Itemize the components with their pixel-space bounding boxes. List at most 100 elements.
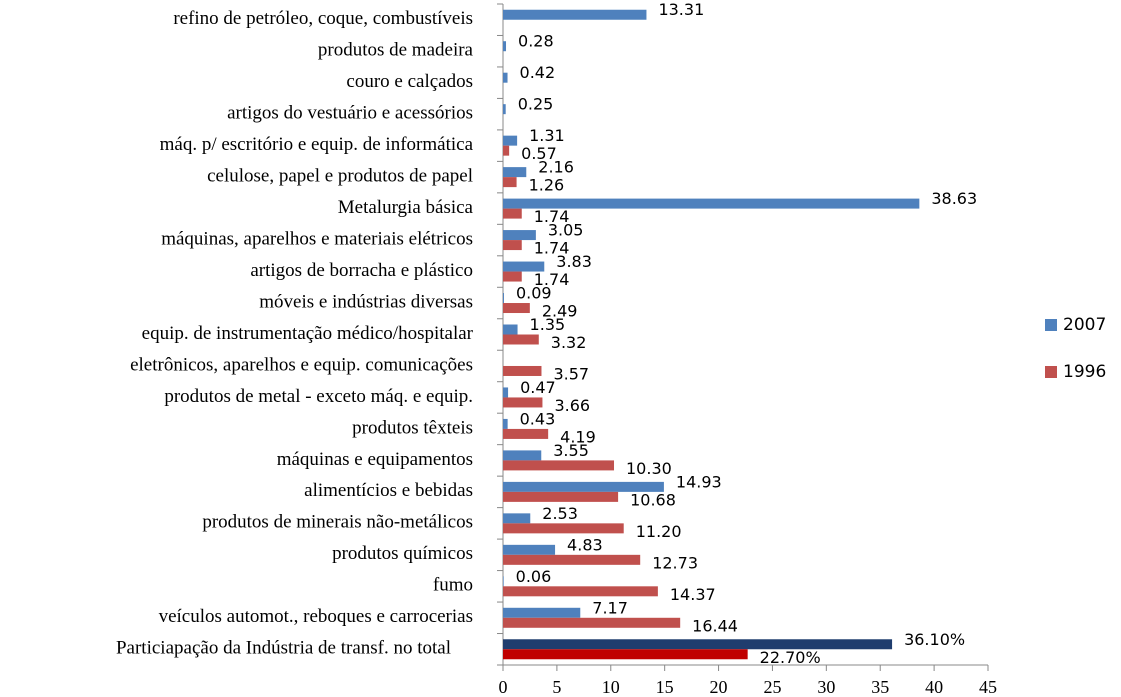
category-label: artigos de borracha e plástico bbox=[250, 260, 473, 281]
category-label: refino de petróleo, coque, combustíveis bbox=[173, 8, 473, 29]
value-label: 3.66 bbox=[554, 396, 590, 415]
bar bbox=[503, 576, 504, 587]
x-tick-label: 45 bbox=[979, 677, 997, 697]
bar bbox=[503, 334, 539, 345]
value-label: 38.63 bbox=[931, 189, 977, 208]
value-label: 22.70% bbox=[760, 648, 821, 667]
x-tick-label: 35 bbox=[871, 677, 889, 697]
bar bbox=[503, 240, 522, 251]
category-label: artigos do vestuário e acessórios bbox=[227, 103, 473, 124]
category-label: eletrônicos, aparelhos e equip. comunica… bbox=[130, 354, 473, 375]
category-label: produtos de metal - exceto máq. e equip. bbox=[164, 386, 473, 407]
category-label: couro e calçados bbox=[346, 71, 473, 92]
bar bbox=[503, 513, 531, 524]
value-label: 1.74 bbox=[534, 270, 570, 289]
value-label: 10.30 bbox=[626, 459, 672, 478]
value-label: 4.19 bbox=[560, 427, 596, 446]
value-label: 2.16 bbox=[538, 158, 574, 177]
value-label: 0.09 bbox=[516, 284, 552, 303]
x-tick-label: 5 bbox=[552, 677, 561, 697]
bar bbox=[503, 293, 504, 304]
value-label: 0.06 bbox=[516, 567, 552, 586]
x-tick-label: 30 bbox=[817, 677, 835, 697]
value-label: 14.37 bbox=[670, 585, 716, 604]
category-label: produtos de madeira bbox=[318, 40, 474, 61]
category-label: produtos têxteis bbox=[352, 417, 473, 438]
value-label: 11.20 bbox=[636, 522, 682, 541]
value-label: 1.74 bbox=[534, 207, 570, 226]
category-label: máq. p/ escritório e equip. de informáti… bbox=[160, 134, 474, 155]
value-label: 0.57 bbox=[521, 144, 557, 163]
bar bbox=[503, 208, 522, 219]
bar bbox=[503, 418, 508, 429]
bar bbox=[503, 104, 506, 115]
value-label: 1.74 bbox=[534, 239, 570, 258]
bar bbox=[503, 135, 518, 146]
value-label: 1.26 bbox=[529, 176, 565, 195]
x-tick-label: 0 bbox=[499, 677, 508, 697]
value-label: 2.53 bbox=[542, 504, 578, 523]
category-label: fumo bbox=[433, 575, 473, 596]
value-label: 36.10% bbox=[904, 630, 965, 649]
value-label: 3.05 bbox=[548, 221, 584, 240]
bar bbox=[503, 428, 549, 439]
x-tick-label: 10 bbox=[602, 677, 620, 697]
category-label: celulose, papel e produtos de papel bbox=[207, 165, 473, 186]
category-label: equip. de instrumentação médico/hospital… bbox=[142, 323, 474, 344]
bar bbox=[503, 365, 542, 376]
x-tick-label: 25 bbox=[763, 677, 781, 697]
x-tick-label: 40 bbox=[925, 677, 943, 697]
legend-label: 1996 bbox=[1063, 362, 1106, 382]
value-label: 0.43 bbox=[520, 409, 556, 428]
value-label: 3.57 bbox=[553, 364, 589, 383]
bar bbox=[503, 261, 545, 272]
bar bbox=[503, 554, 641, 565]
bar bbox=[503, 324, 518, 335]
x-tick-label: 15 bbox=[656, 677, 674, 697]
category-label: produtos químicos bbox=[332, 543, 473, 564]
category-label: máquinas e equipamentos bbox=[277, 449, 473, 470]
value-label: 12.73 bbox=[652, 553, 698, 572]
bar bbox=[503, 639, 893, 650]
bar bbox=[503, 544, 556, 555]
bar bbox=[503, 607, 581, 618]
value-label: 2.49 bbox=[542, 302, 578, 321]
category-label: Particiapação da Indústria de transf. no… bbox=[116, 638, 451, 659]
value-label: 1.31 bbox=[529, 126, 565, 145]
bar bbox=[503, 397, 543, 408]
bar bbox=[503, 145, 510, 156]
bar bbox=[503, 271, 522, 282]
value-label: 7.17 bbox=[592, 598, 628, 617]
value-label: 0.47 bbox=[520, 378, 556, 397]
value-label: 14.93 bbox=[676, 472, 722, 491]
bar bbox=[503, 230, 536, 241]
value-label: 0.28 bbox=[518, 32, 554, 51]
bar bbox=[503, 450, 542, 461]
bar bbox=[503, 167, 527, 178]
bar bbox=[503, 460, 615, 471]
value-label: 4.83 bbox=[567, 535, 603, 554]
bar bbox=[503, 649, 748, 660]
value-label: 10.68 bbox=[630, 490, 676, 509]
bar bbox=[503, 198, 920, 209]
legend-swatch bbox=[1045, 366, 1057, 378]
value-label: 3.55 bbox=[553, 441, 589, 460]
category-label: Metalurgia básica bbox=[338, 197, 474, 218]
value-label: 13.31 bbox=[658, 0, 704, 19]
bar bbox=[503, 177, 517, 188]
x-tick-label: 20 bbox=[710, 677, 728, 697]
bar bbox=[503, 523, 624, 534]
bar bbox=[503, 617, 681, 628]
value-label: 0.25 bbox=[518, 95, 554, 114]
bar bbox=[503, 586, 658, 597]
bar bbox=[503, 41, 507, 52]
category-label: veículos automot., reboques e carroceria… bbox=[159, 606, 473, 627]
value-label: 1.35 bbox=[530, 315, 566, 334]
legend-swatch bbox=[1045, 319, 1057, 331]
category-label: produtos de minerais não-metálicos bbox=[202, 512, 473, 533]
category-label: alimentícios e bebidas bbox=[304, 480, 473, 501]
bar bbox=[503, 303, 530, 314]
legend-label: 2007 bbox=[1063, 315, 1106, 335]
category-label: móveis e indústrias diversas bbox=[259, 291, 473, 312]
